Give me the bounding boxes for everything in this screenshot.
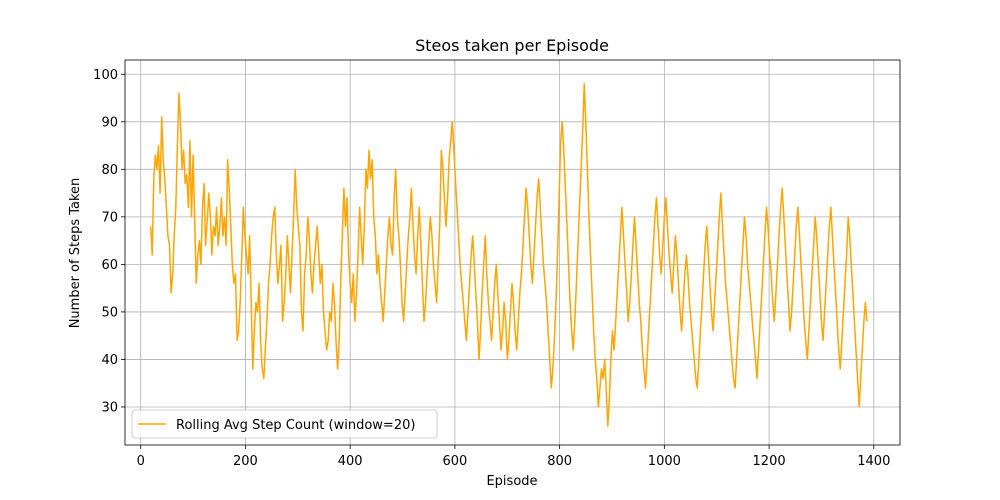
y-tick-label: 50 bbox=[101, 305, 118, 320]
legend-label: Rolling Avg Step Count (window=20) bbox=[176, 418, 415, 433]
y-tick-label: 100 bbox=[93, 68, 118, 83]
grid-lines bbox=[125, 60, 900, 445]
y-tick-label: 80 bbox=[101, 163, 118, 178]
x-tick-labels: 0 200 400 600 800 1000 1200 1400 bbox=[137, 454, 891, 469]
y-tick-labels: 30 40 50 60 70 80 90 100 bbox=[93, 68, 118, 416]
axis-ticks bbox=[121, 73, 875, 449]
plot-frame bbox=[124, 59, 901, 446]
y-tick-label: 90 bbox=[101, 115, 118, 130]
y-tick-label: 60 bbox=[101, 258, 118, 273]
x-tick-label: 600 bbox=[442, 454, 467, 469]
legend-box bbox=[131, 409, 438, 439]
y-tick-label: 30 bbox=[101, 400, 118, 415]
x-tick-label: 1400 bbox=[857, 454, 890, 469]
legend: Rolling Avg Step Count (window=20) bbox=[131, 409, 438, 439]
chart-title: Steos taken per Episode bbox=[415, 36, 609, 55]
x-tick-label: 0 bbox=[137, 454, 145, 469]
x-tick-label: 800 bbox=[547, 454, 572, 469]
y-tick-label: 40 bbox=[101, 353, 118, 368]
series-layer bbox=[149, 83, 868, 427]
x-tick-label: 400 bbox=[338, 454, 363, 469]
y-axis-label: Number of Steps Taken bbox=[68, 178, 83, 329]
series-line-rolling-avg bbox=[149, 83, 868, 427]
x-tick-label: 1200 bbox=[753, 454, 786, 469]
x-axis-label: Episode bbox=[486, 474, 537, 489]
x-tick-label: 1000 bbox=[648, 454, 681, 469]
y-tick-label: 70 bbox=[101, 210, 118, 225]
x-tick-label: 200 bbox=[233, 454, 258, 469]
